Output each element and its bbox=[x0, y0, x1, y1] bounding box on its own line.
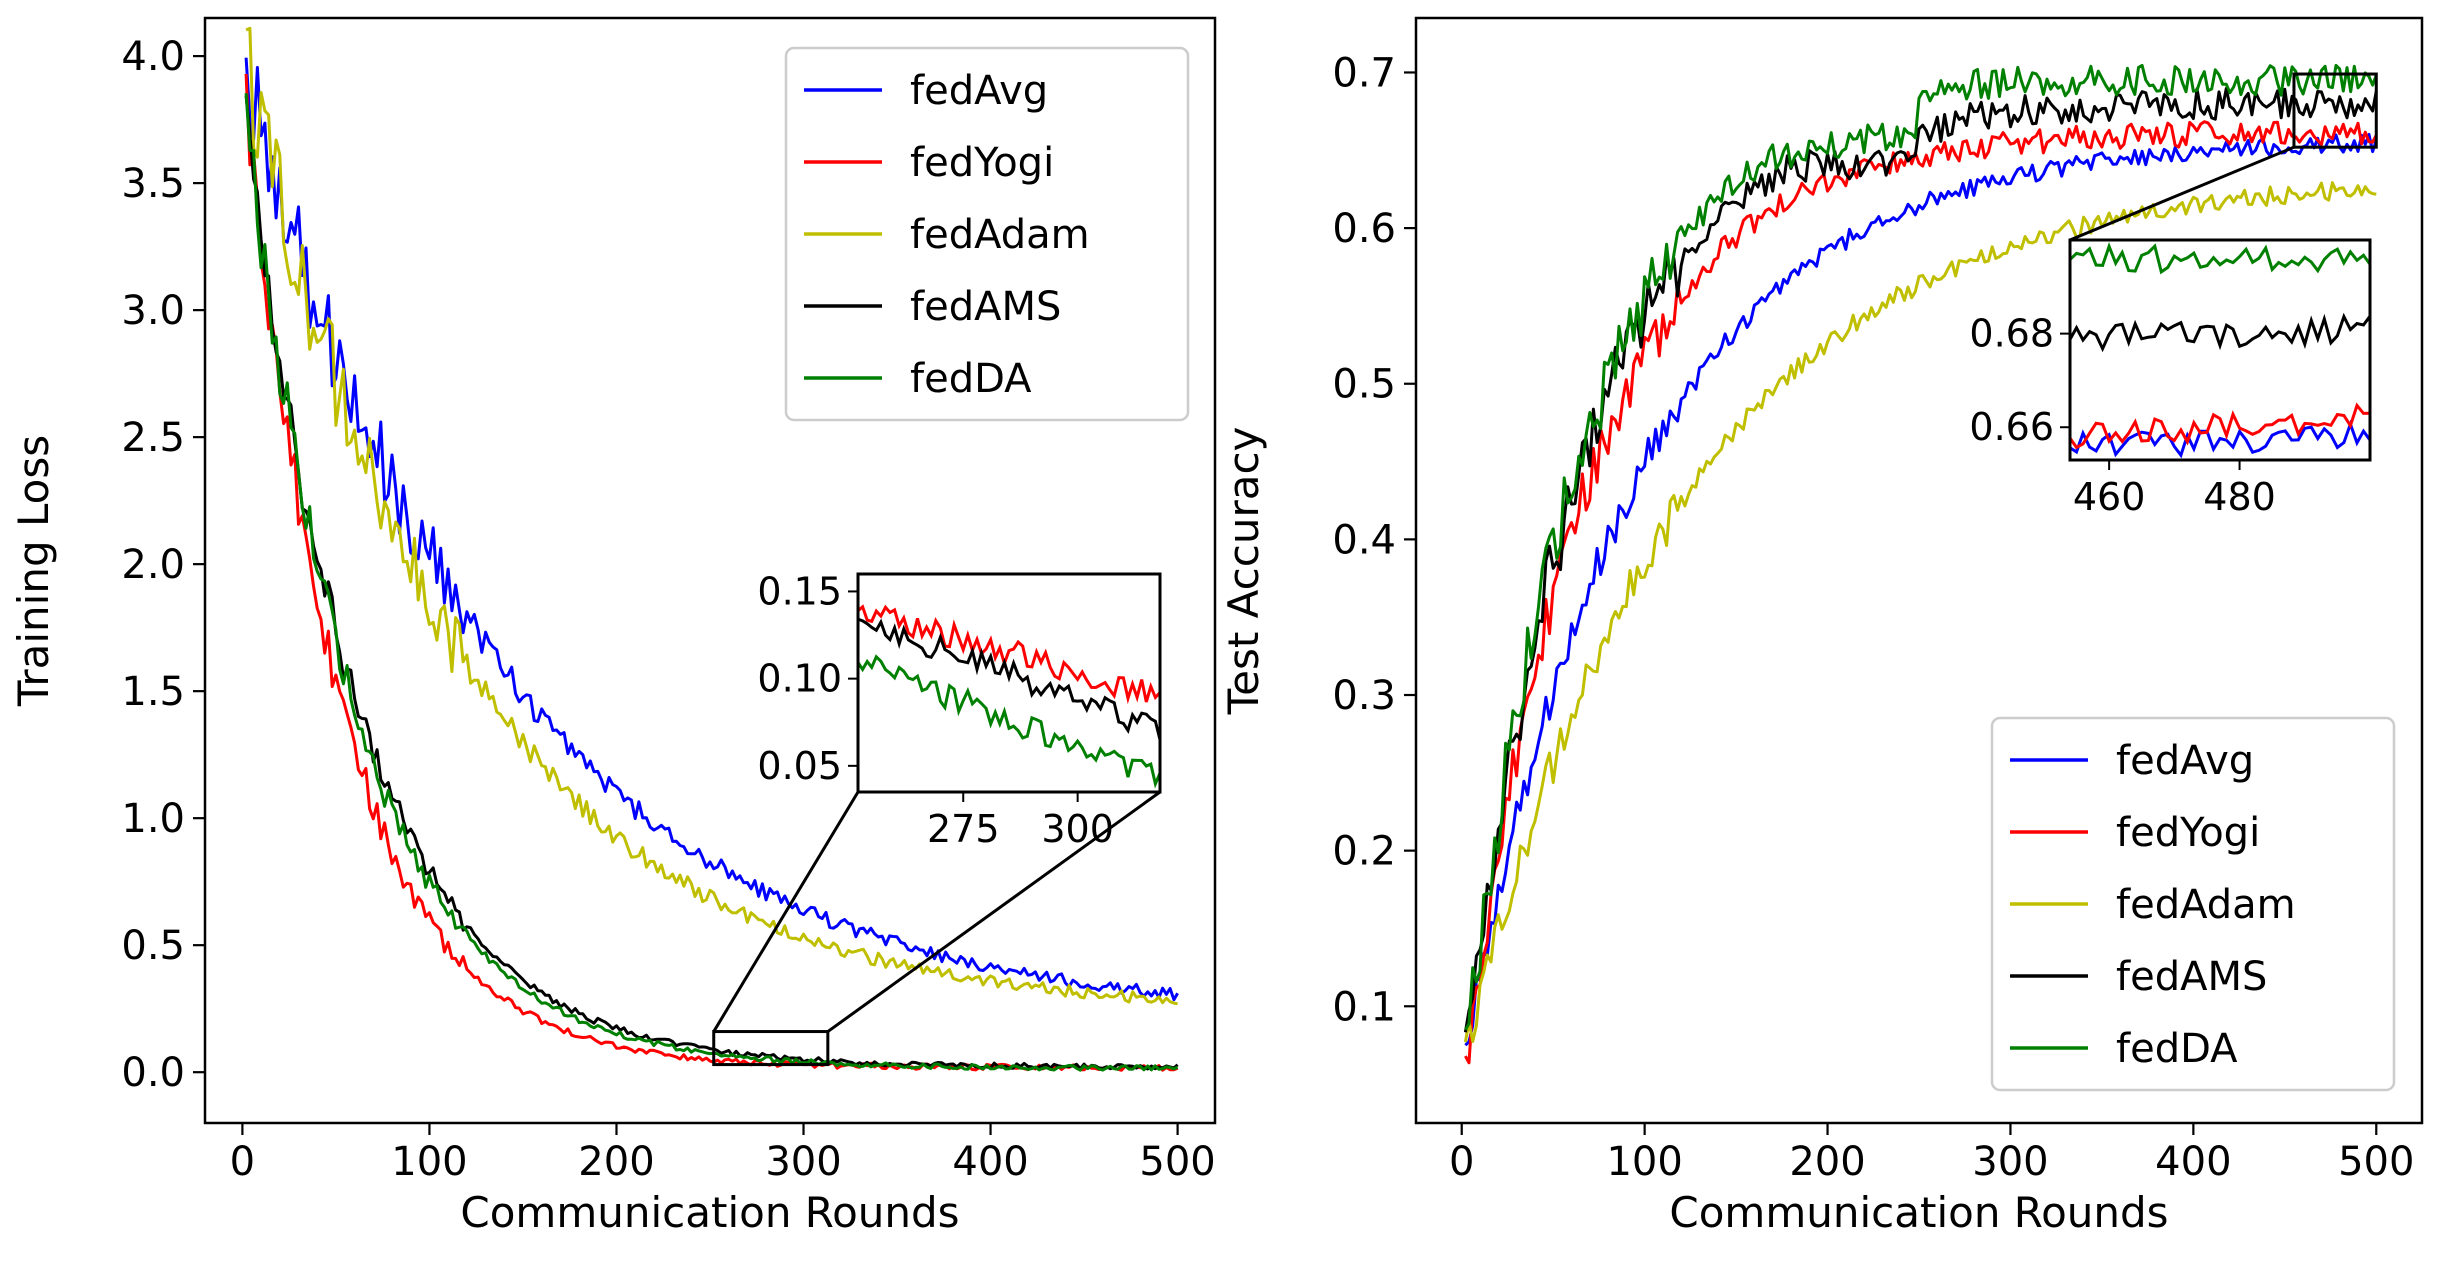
y-tick-label: 3.0 bbox=[121, 288, 185, 334]
y-axis-label: Test Accuracy bbox=[1219, 427, 1268, 716]
inset-line-fedDA bbox=[858, 654, 1160, 789]
chart-panel-2: 0 100 200 300 400 500 0.1 0.2 0.3 0.4 0.5 0.6 0.7 Com… bbox=[1219, 16, 2424, 1237]
inset-line-fedYogi bbox=[858, 604, 1160, 705]
y-tick-label: 2.0 bbox=[121, 542, 185, 588]
x-tick-label: 400 bbox=[2155, 1139, 2231, 1185]
y-tick-label: 1.0 bbox=[121, 796, 185, 842]
series-line-fedAMS bbox=[244, 95, 1179, 1071]
y-tick-label: 0.4 bbox=[1332, 517, 1396, 563]
legend-label-fedAMS: fedAMS bbox=[2116, 954, 2267, 1000]
x-tick-label: 200 bbox=[578, 1139, 654, 1185]
y-tick-label: 4.0 bbox=[121, 34, 185, 80]
series-line-fedDA bbox=[1464, 63, 2378, 1031]
inset-line-fedYogi bbox=[2070, 402, 2370, 450]
legend-label-fedYogi: fedYogi bbox=[2116, 810, 2260, 856]
y-tick-label: 0.3 bbox=[1332, 673, 1396, 719]
inset-line-fedAMS bbox=[2070, 312, 2370, 353]
inset-line-fedDA bbox=[2070, 242, 2370, 275]
x-tick-label: 0 bbox=[230, 1139, 255, 1185]
inset-x-tick-label: 460 bbox=[2073, 475, 2146, 519]
legend-box bbox=[784, 46, 1190, 422]
x-tick-label: 0 bbox=[1449, 1139, 1474, 1185]
legend-label-fedDA: fedDA bbox=[2116, 1026, 2238, 1072]
series-line-fedDA bbox=[244, 93, 1179, 1072]
inset-y-tick-label: 0.05 bbox=[757, 744, 842, 788]
x-axis-label: Communication Rounds bbox=[1669, 1188, 2168, 1237]
inset-line-fedAvg bbox=[2070, 419, 2370, 459]
x-tick-label: 300 bbox=[765, 1139, 841, 1185]
zoom-connector bbox=[2069, 145, 2295, 242]
series-line-fedYogi bbox=[1464, 120, 2378, 1065]
x-tick-label: 200 bbox=[1789, 1139, 1865, 1185]
zoom-source-box bbox=[712, 1030, 830, 1067]
y-tick-label: 2.5 bbox=[121, 415, 185, 461]
x-axis-label: Communication Rounds bbox=[460, 1188, 959, 1237]
x-tick-label: 300 bbox=[1972, 1139, 2048, 1185]
inset-y-tick-label: 0.10 bbox=[757, 657, 842, 701]
inset-x-tick-label: 300 bbox=[1041, 807, 1114, 851]
legend-box bbox=[1990, 716, 2396, 1092]
y-tick-label: 0.1 bbox=[1332, 984, 1396, 1030]
series-line-fedAdam bbox=[245, 26, 1178, 1006]
inset-y-tick-label: 0.15 bbox=[757, 569, 842, 613]
y-axis-label: Training Loss bbox=[9, 435, 58, 707]
inset-lines bbox=[858, 604, 1160, 789]
series-line-fedAvg bbox=[244, 57, 1179, 1002]
legend-label-fedDA: fedDA bbox=[910, 356, 1032, 402]
legend-label-fedAMS: fedAMS bbox=[910, 284, 1061, 330]
y-tick-label: 0.2 bbox=[1332, 829, 1396, 875]
y-tick-label: 0.0 bbox=[121, 1050, 185, 1096]
x-tick-label: 400 bbox=[952, 1139, 1028, 1185]
y-tick-label: 0.6 bbox=[1332, 206, 1396, 252]
legend-label-fedAdam: fedAdam bbox=[910, 212, 1090, 258]
inset-y-tick-label: 0.68 bbox=[1969, 312, 2054, 356]
inset-frame bbox=[856, 572, 1162, 794]
y-tick-label: 0.7 bbox=[1332, 50, 1396, 96]
series-line-fedAdam bbox=[1463, 181, 2377, 1043]
y-tick-label: 3.5 bbox=[121, 161, 185, 207]
inset-y-tick-label: 0.66 bbox=[1969, 405, 2054, 449]
zoom-connector bbox=[712, 791, 860, 1033]
series-lines bbox=[244, 26, 1179, 1072]
x-tick-label: 500 bbox=[1139, 1139, 1215, 1185]
y-tick-label: 1.5 bbox=[121, 669, 185, 715]
inset-x-tick-label: 275 bbox=[927, 807, 1000, 851]
legend: fedAvg fedYogi fedAdam fedAMS fedDA bbox=[1990, 716, 2396, 1092]
zoom-source-box bbox=[2292, 72, 2378, 149]
inset-frame bbox=[2068, 238, 2372, 462]
legend-label-fedAdam: fedAdam bbox=[2116, 882, 2296, 928]
x-tick-label: 100 bbox=[1606, 1139, 1682, 1185]
series-line-fedAvg bbox=[1464, 132, 2378, 1047]
legend-label-fedAvg: fedAvg bbox=[910, 68, 1048, 114]
y-tick-label: 0.5 bbox=[1332, 362, 1396, 408]
legend-label-fedAvg: fedAvg bbox=[2116, 738, 2254, 784]
series-lines bbox=[1463, 63, 2378, 1065]
legend: fedAvg fedYogi fedAdam fedAMS fedDA bbox=[784, 46, 1190, 422]
y-tick-label: 0.5 bbox=[121, 923, 185, 969]
legend-label-fedYogi: fedYogi bbox=[910, 140, 1054, 186]
plot-frame bbox=[1414, 16, 2424, 1125]
inset-lines bbox=[2070, 242, 2370, 459]
x-tick-label: 500 bbox=[2338, 1139, 2414, 1185]
inset-line-fedAMS bbox=[858, 617, 1160, 741]
x-tick-label: 100 bbox=[391, 1139, 467, 1185]
chart-panel-1: 0 100 200 300 400 500 0.0 0.5 1.0 1.5 2.0 2.5 3.0 3.5… bbox=[9, 16, 1217, 1237]
plot-frame bbox=[203, 16, 1217, 1125]
inset-x-tick-label: 480 bbox=[2203, 475, 2276, 519]
zoom-connector bbox=[826, 790, 1161, 1033]
